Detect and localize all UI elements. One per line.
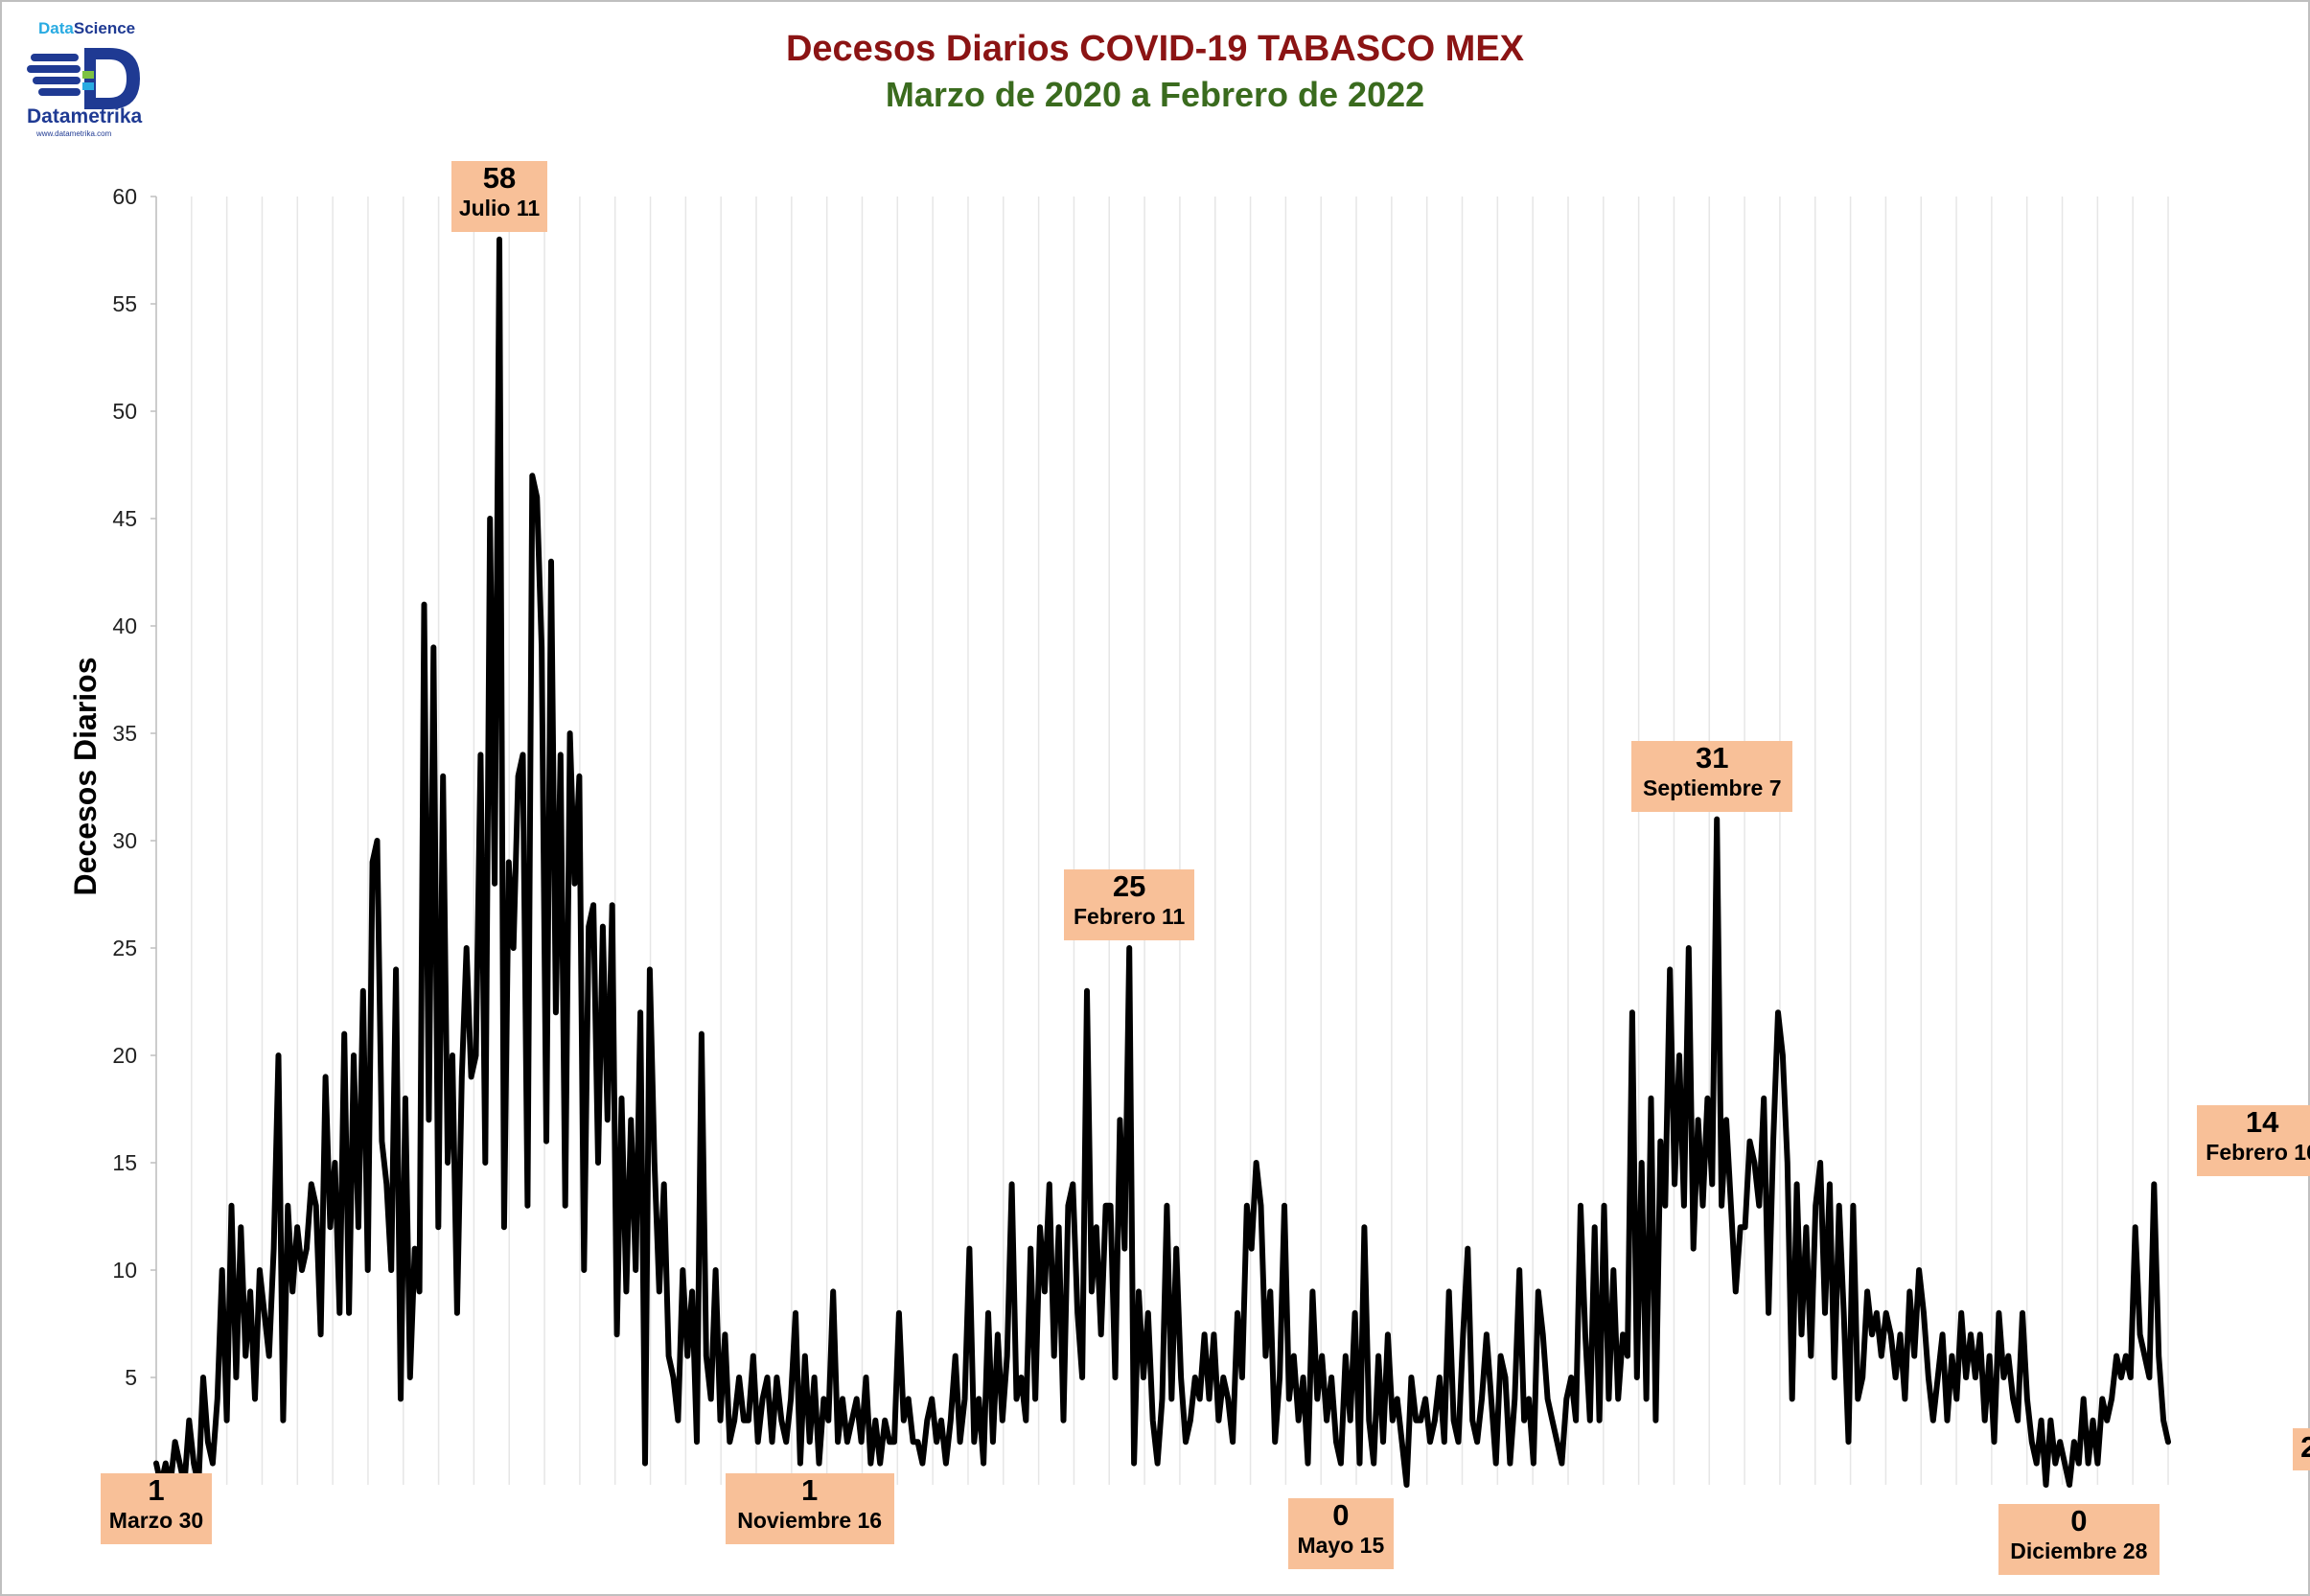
callout-date: Diciembre 28 [2010,1538,2148,1563]
callout-date: Mayo 15 [1297,1533,1385,1558]
y-tick-label: 55 [112,291,137,316]
data-callout: 0 Mayo 15 [1287,1498,1394,1569]
callout-value: 1 [801,1472,819,1507]
data-callout: 1 Marzo 30 [101,1472,212,1544]
logo-name: Datametrika [27,105,143,127]
callout-value: 58 [482,160,517,195]
y-tick-label: 15 [112,1150,137,1175]
datametrika-logo: DataScience Datametrika www.datametrika.… [27,19,151,144]
data-callout: 1 Noviembre 16 [725,1472,894,1544]
series-line [153,236,2171,1488]
callout-value: 25 [1112,869,1146,903]
series-layer [153,236,2171,1488]
y-tick-label: 40 [112,613,137,638]
logo-d-icon [27,48,140,109]
callout-date: Julio 11 [458,195,541,220]
y-tick-label: 20 [112,1043,137,1068]
callout-date: Febrero 10 [2206,1140,2310,1166]
data-callout: 0 Diciembre 28 [1998,1504,2160,1575]
y-tick-label: 25 [112,936,137,960]
callout-value: 14 [2245,1105,2279,1140]
callout-date: Febrero 11 [1073,904,1186,929]
callout-value: 1 [148,1472,165,1507]
callout-date: Septiembre 7 [1643,775,1782,800]
y-tick-label: 50 [112,399,137,424]
y-tick-label: 5 [125,1365,137,1390]
y-tick-label: 45 [112,506,137,531]
y-axis: 051015202530354045505560 [112,184,157,1497]
callout-value: 2 [2300,1430,2310,1465]
data-callout: 25 Febrero 11 [1064,869,1195,940]
logo-url: www.datametrika.com [36,129,112,138]
chart-subtitle: Marzo de 2020 a Febrero de 2022 [885,75,1425,114]
data-callout: 14 Febrero 10 [2197,1105,2310,1177]
callout-value: 0 [1332,1498,1350,1532]
y-tick-label: 35 [112,721,137,746]
y-tick-label: 30 [112,828,137,853]
callout-value: 0 [2070,1504,2088,1538]
y-axis-label: Decesos Diarios [68,657,103,895]
data-callout: 58 Julio 11 [451,160,547,232]
callout-value: 31 [1696,740,1729,775]
y-tick-label: 10 [112,1258,137,1283]
callout-date: Noviembre 16 [737,1507,883,1533]
data-callout: 31 Septiembre 7 [1631,740,1793,812]
callout-date: Marzo 30 [108,1507,204,1533]
chart-title: Decesos Diarios COVID-19 TABASCO MEX [785,29,1525,69]
data-callout: 2 [2292,1428,2310,1471]
logo-tagline: DataScience [38,19,136,37]
y-tick-label: 60 [112,184,137,209]
